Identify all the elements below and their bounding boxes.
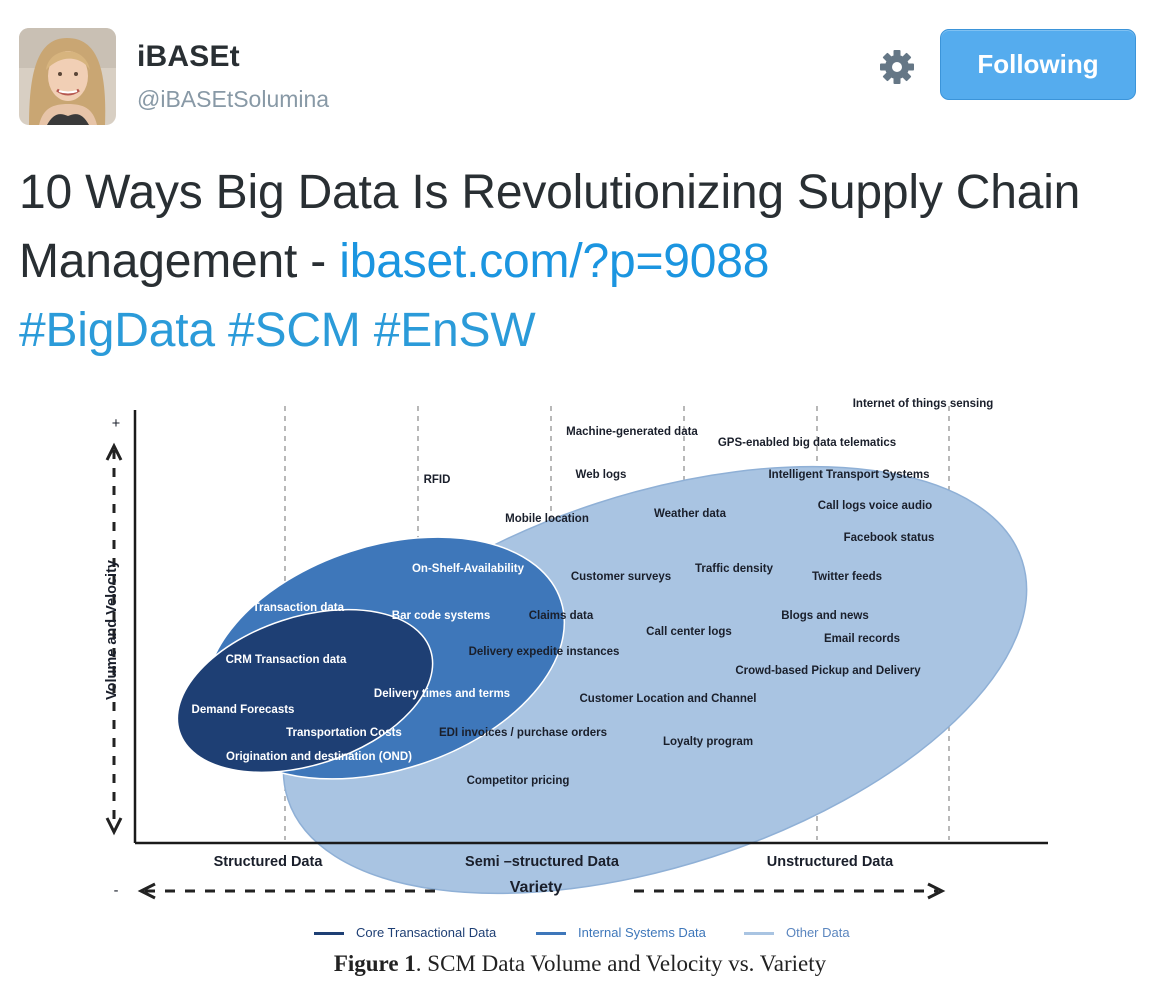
tweet-body: 10 Ways Big Data Is Revolutionizing Supp…	[19, 166, 1081, 288]
legend-other: Other Data	[744, 924, 850, 942]
legend-internal: Internal Systems Data	[536, 924, 706, 942]
item-rfid: RFID	[423, 474, 451, 486]
y-axis-plus: +	[111, 416, 121, 432]
item-delivery-times-terms: Delivery times and terms	[373, 688, 511, 700]
y-arrow-down-head	[105, 817, 123, 836]
item-email-records: Email records	[823, 633, 901, 645]
y-axis-label: Volume and Velocity	[104, 560, 120, 700]
hashtag-bigdata[interactable]: #BigData	[19, 304, 215, 357]
category-structured: Structured Data	[213, 854, 323, 870]
item-competitor-pricing: Competitor pricing	[466, 775, 570, 787]
category-unstructured: Unstructured Data	[766, 854, 894, 870]
item-demand-forecasts: Demand Forecasts	[191, 704, 295, 716]
following-button[interactable]: Following	[940, 29, 1136, 100]
figure-legend: Core Transactional Data Internal Systems…	[100, 924, 1060, 944]
gear-icon[interactable]	[876, 46, 918, 88]
legend-core: Core Transactional Data	[314, 924, 496, 942]
caption-figure-number: Figure 1	[333, 951, 416, 976]
item-erp-transaction-data: ERP Transaction data	[225, 602, 345, 614]
user-display-name[interactable]: iBASEt	[137, 40, 240, 73]
item-on-shelf-availability: On-Shelf-Availability	[411, 563, 525, 575]
item-traffic-density: Traffic density	[695, 563, 773, 575]
item-web-logs: Web logs	[575, 469, 627, 481]
item-intelligent-transport: Intelligent Transport Systems	[768, 469, 930, 481]
item-weather-data: Weather data	[653, 508, 727, 520]
legend-core-swatch	[314, 932, 344, 936]
avatar-image	[19, 28, 116, 125]
item-origination-destination: Origination and destination (OND)	[226, 751, 412, 763]
tweet-image-figure[interactable]: + Volume and Velocity - Structured Data …	[100, 388, 1060, 988]
item-blogs-news: Blogs and news	[781, 610, 869, 622]
legend-internal-label: Internal Systems Data	[578, 925, 706, 940]
hashtag-ensw[interactable]: #EnSW	[373, 304, 536, 357]
legend-other-label: Other Data	[786, 925, 850, 940]
x-axis-minus: -	[113, 883, 119, 899]
item-claims-data: Claims data	[528, 610, 594, 622]
core-data-ellipse	[176, 608, 434, 774]
item-mobile-location: Mobile location	[505, 513, 589, 525]
x-arrow-left-head	[137, 882, 156, 900]
item-internet-of-things: Internet of things sensing	[852, 398, 994, 410]
item-edi-invoices: EDI invoices / purchase orders	[438, 727, 608, 739]
tweet-link[interactable]: ibaset.com/?p=9088	[339, 235, 770, 288]
item-call-center-logs: Call center logs	[646, 626, 732, 638]
item-loyalty-program: Loyalty program	[662, 736, 754, 748]
caption-text: . SCM Data Volume and Velocity vs. Varie…	[415, 951, 827, 976]
hashtag-scm[interactable]: #SCM	[228, 304, 361, 357]
x-axis-label: Variety	[509, 879, 563, 896]
item-machine-generated-data: Machine-generated data	[566, 426, 698, 438]
item-transportation-costs: Transportation Costs	[286, 727, 402, 739]
item-twitter-feeds: Twitter feeds	[811, 571, 883, 583]
item-bar-code-systems: Bar code systems	[391, 610, 491, 622]
item-crowd-based-pickup: Crowd-based Pickup and Delivery	[735, 665, 921, 677]
item-call-logs-voice: Call logs voice audio	[817, 500, 933, 512]
avatar[interactable]	[19, 28, 116, 125]
legend-other-swatch	[744, 932, 774, 936]
legend-core-label: Core Transactional Data	[356, 925, 497, 940]
legend-internal-swatch	[536, 932, 566, 936]
x-arrow-right-head	[927, 882, 946, 900]
item-facebook-status: Facebook status	[843, 532, 935, 544]
item-customer-surveys: Customer surveys	[570, 571, 672, 583]
category-semi-structured: Semi –structured Data	[465, 854, 619, 870]
item-gps-telematics: GPS-enabled big data telematics	[717, 437, 897, 449]
diagram-shapes	[105, 406, 1048, 900]
user-handle[interactable]: @iBASEtSolumina	[137, 86, 330, 112]
y-arrow-up-head	[105, 442, 123, 461]
tweet-text: 10 Ways Big Data Is Revolutionizing Supp…	[19, 158, 1129, 365]
figure-caption: Figure 1. SCM Data Volume and Velocity v…	[100, 951, 1060, 977]
item-delivery-expedite: Delivery expedite instances	[468, 646, 620, 658]
item-crm-transaction-data: CRM Transaction data	[225, 654, 347, 666]
item-customer-location: Customer Location and Channel	[579, 693, 757, 705]
